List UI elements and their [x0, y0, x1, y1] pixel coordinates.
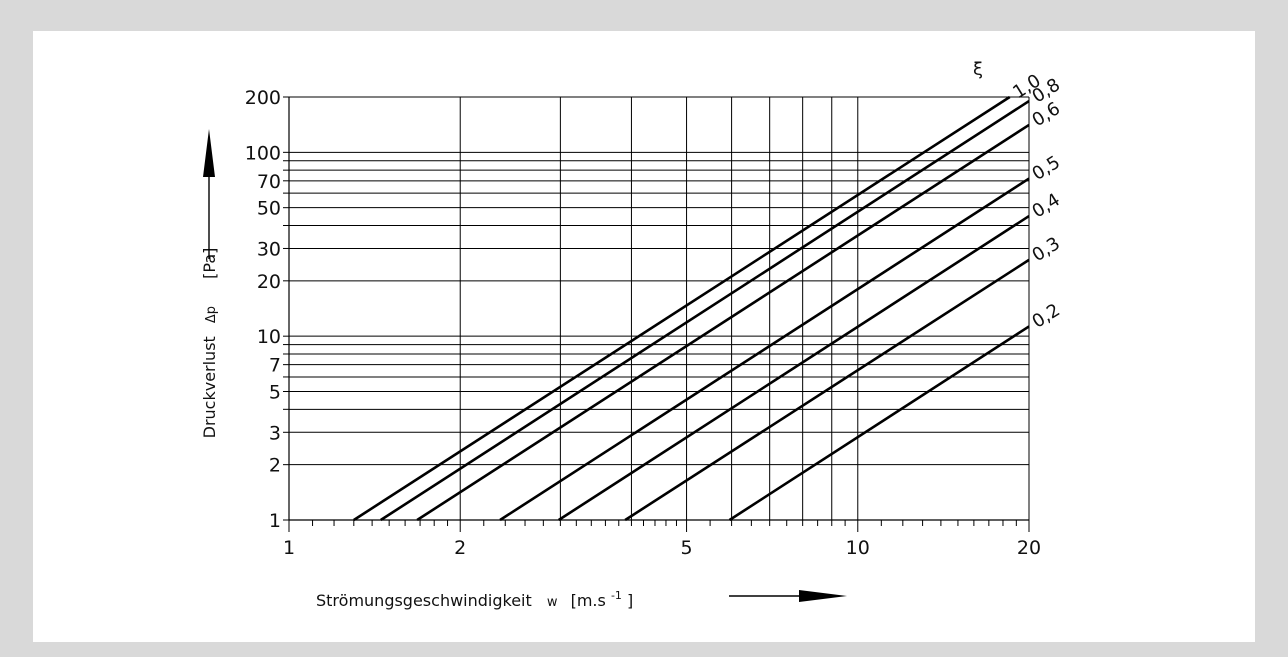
- y-tick-label: 20: [257, 271, 281, 293]
- y-tick-label: 2: [269, 455, 281, 477]
- series-label: 0,3: [1029, 233, 1064, 266]
- chart-card: 1 2 3 5 7 10 20 30 50 70 100 200 1 2 5 10 20 1,0 0,8 0,6 0,…: [33, 31, 1255, 642]
- series-line: [728, 325, 1030, 522]
- series-header-xi-icon: ξ: [973, 59, 983, 80]
- series-line: [624, 258, 1030, 522]
- y-axis-symbol: Δp: [204, 306, 219, 323]
- x-axis-label: Strömungsgeschwindigkeit: [316, 591, 532, 610]
- x-axis-unit: [m.s: [571, 591, 606, 610]
- y-axis-arrow-icon: [203, 129, 215, 259]
- x-axis-title: Strömungsgeschwindigkeit w [m.s -1 ]: [316, 584, 633, 610]
- axes: 1 2 3 5 7 10 20 30 50 70 100 200 1 2 5 10 20: [245, 87, 1041, 559]
- y-tick-label: 100: [245, 142, 281, 164]
- series-line: [558, 214, 1030, 522]
- x-tick-label: 2: [454, 537, 466, 559]
- y-tick-label: 30: [257, 238, 281, 260]
- series-label: 0,4: [1029, 189, 1064, 222]
- series-line: [353, 95, 1011, 522]
- svg-text:Druckverlust Δp: Druckverlust Δp [Pa]: [200, 248, 219, 439]
- x-axis-arrow-icon: [729, 590, 847, 602]
- y-axis-label: Druckverlust: [200, 336, 219, 438]
- series-line: [499, 177, 1030, 522]
- x-axis-symbol: w: [547, 595, 558, 610]
- x-tick-label: 5: [681, 537, 693, 559]
- series-lines: [353, 95, 1030, 522]
- y-axis-title: Druckverlust Δp [Pa]: [200, 248, 219, 439]
- y-tick-label: 7: [269, 355, 281, 377]
- y-axis-unit: [Pa]: [200, 248, 219, 279]
- series-label: 0,5: [1029, 152, 1064, 185]
- series-line: [380, 100, 1030, 522]
- y-tick-label: 70: [257, 171, 281, 193]
- x-axis-unit-exponent: -1: [611, 589, 622, 602]
- y-tick-label: 200: [245, 87, 281, 109]
- y-tick-label: 3: [269, 422, 281, 444]
- series-line: [416, 123, 1030, 522]
- x-tick-label: 20: [1017, 537, 1041, 559]
- y-tick-label: 50: [257, 198, 281, 220]
- series-label: 0,6: [1029, 98, 1064, 131]
- x-tick-label: 10: [846, 537, 870, 559]
- series-label: 0,2: [1029, 300, 1064, 333]
- y-tick-label: 5: [269, 382, 281, 404]
- y-tick-label: 10: [257, 326, 281, 348]
- y-tick-label: 1: [269, 510, 281, 532]
- grid: [289, 97, 1029, 520]
- x-axis-unit-close: ]: [627, 591, 633, 610]
- x-tick-label: 1: [283, 537, 295, 559]
